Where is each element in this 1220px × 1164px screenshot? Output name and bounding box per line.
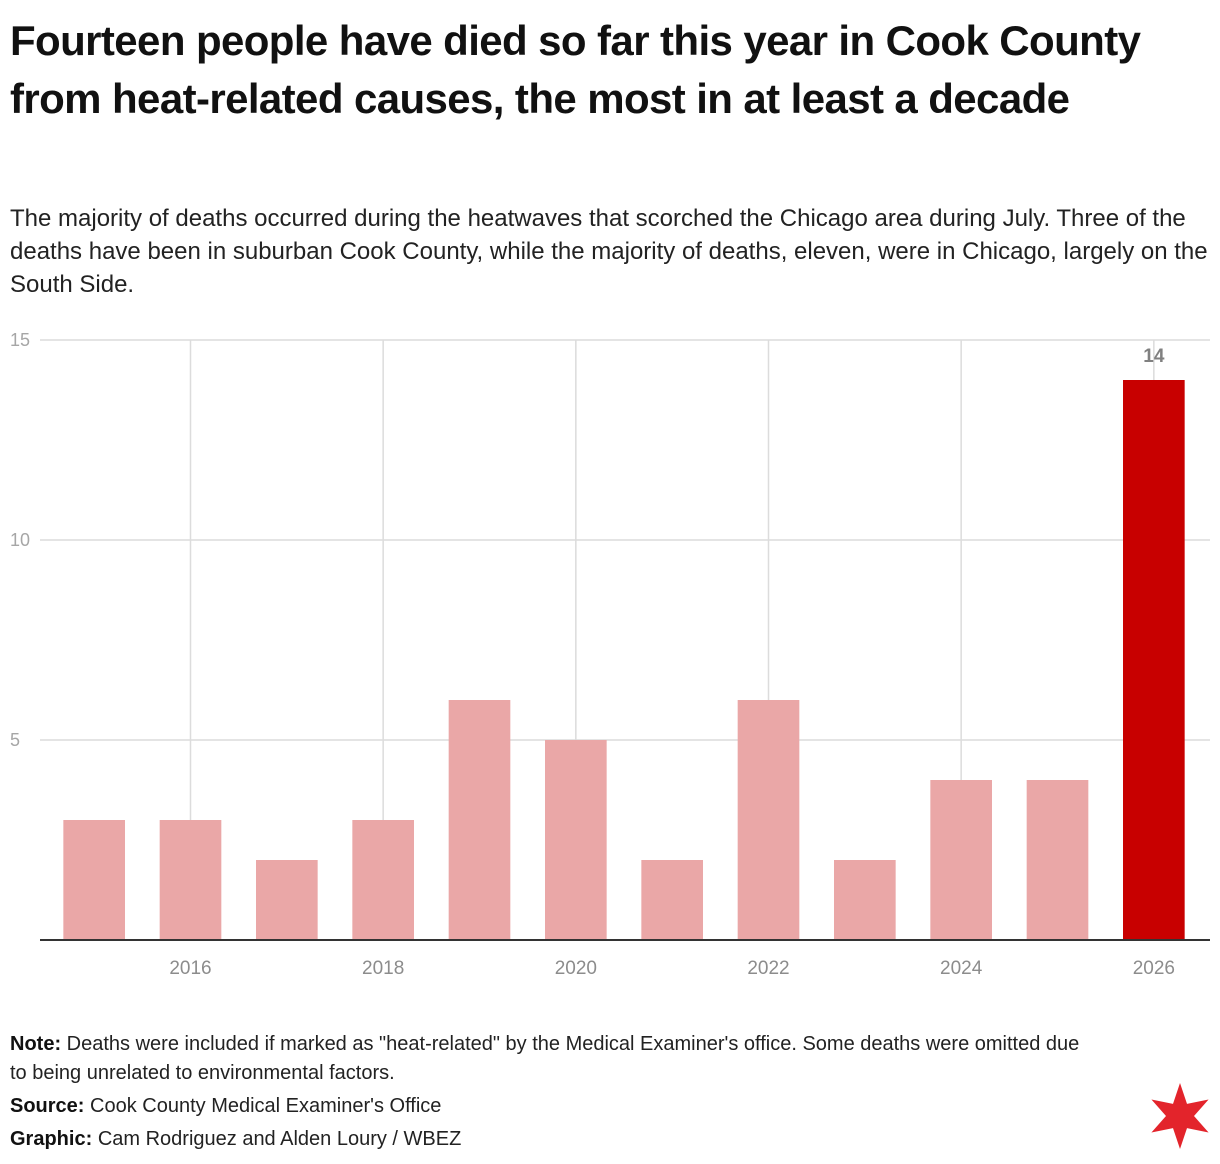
- bar-2017: [256, 860, 318, 940]
- bar-2024: [930, 780, 992, 940]
- x-tick-label: 2016: [169, 958, 211, 979]
- note-text: Deaths were included if marked as "heat-…: [10, 1033, 1080, 1084]
- bar-layer: [63, 380, 1185, 940]
- data-label-2026: 14: [1143, 346, 1165, 367]
- bar-2025: [1026, 780, 1089, 940]
- label-layer: 5 10 15 2016 2018 2020 2022 2024 2026 14: [10, 330, 1210, 979]
- chart-notes: Note: Deaths were included if marked as …: [10, 1030, 1100, 1158]
- y-tick-label: 5: [10, 730, 20, 750]
- y-tick-label: 10: [10, 530, 30, 550]
- bar-2020: [545, 740, 607, 940]
- bar-2015: [63, 820, 125, 940]
- graphic-line: Graphic: Cam Rodriguez and Alden Loury /…: [10, 1125, 1100, 1154]
- x-tick-label: 2026: [1133, 958, 1175, 979]
- bar-2023: [834, 860, 896, 940]
- bar-chart: 5 10 15 2016 2018 2020 2022 2024 2026 14: [10, 330, 1210, 979]
- chart-title: Fourteen people have died so far this ye…: [10, 17, 1141, 122]
- bar-2021: [641, 860, 703, 940]
- bar-2018: [352, 820, 414, 940]
- bar-2022: [737, 700, 800, 940]
- source-text: Cook County Medical Examiner's Office: [90, 1095, 442, 1117]
- x-tick-label: 2022: [747, 958, 789, 979]
- graphic-label: Graphic:: [10, 1128, 93, 1150]
- y-tick-label: 15: [10, 330, 30, 350]
- bar-2016: [159, 820, 222, 940]
- note-label: Note:: [10, 1033, 62, 1055]
- chart-subtitle: The majority of deaths occurred during t…: [10, 205, 1208, 298]
- x-tick-label: 2018: [362, 958, 404, 979]
- source-line: Source: Cook County Medical Examiner's O…: [10, 1092, 1100, 1121]
- bar-2026: [1123, 380, 1185, 940]
- source-label: Source:: [10, 1095, 85, 1117]
- red-star-icon: [1151, 1083, 1209, 1149]
- note-line: Note: Deaths were included if marked as …: [10, 1030, 1100, 1088]
- x-tick-label: 2024: [940, 958, 983, 979]
- x-tick-label: 2020: [555, 958, 597, 979]
- bar-2019: [448, 700, 511, 940]
- graphic-text: Cam Rodriguez and Alden Loury / WBEZ: [97, 1128, 462, 1150]
